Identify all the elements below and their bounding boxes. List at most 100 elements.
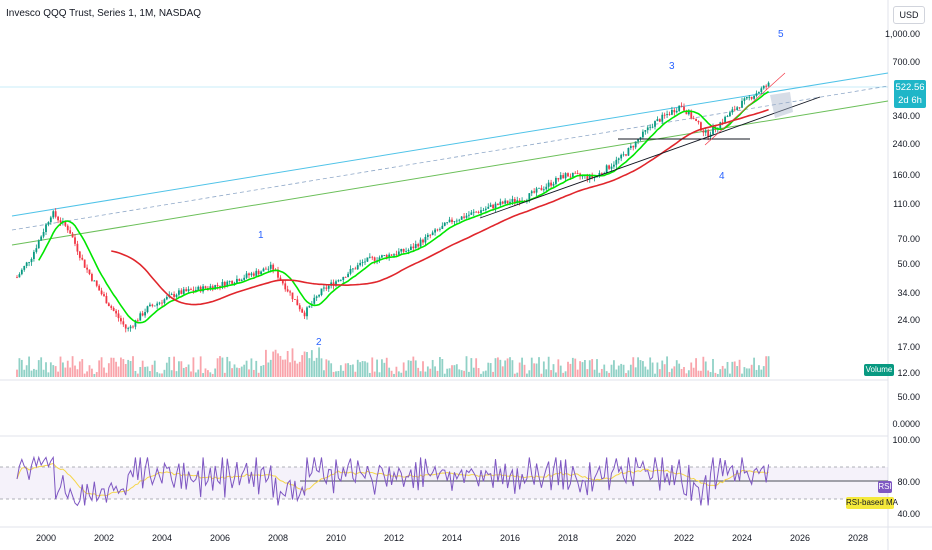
candle-body: [211, 286, 214, 290]
candle-body: [550, 182, 552, 186]
volume-bar: [134, 370, 137, 377]
volume-bar: [301, 355, 304, 377]
volume-legend-badge[interactable]: Volume: [864, 364, 894, 376]
candle-body: [277, 269, 279, 278]
time-axis-tick: 2028: [847, 533, 869, 543]
channel-lower-line: [11, 100, 889, 246]
volume-bar: [388, 367, 391, 377]
candle-body: [42, 231, 45, 237]
candle-body: [736, 107, 739, 110]
candle-body: [663, 114, 666, 116]
candle-body: [748, 96, 751, 98]
volume-bar: [610, 364, 613, 377]
volume-bar: [513, 373, 516, 377]
candle-body: [33, 251, 35, 260]
candle-body: [255, 270, 258, 276]
candle-body: [687, 111, 690, 115]
volume-bar: [535, 363, 538, 377]
volume-bar: [28, 356, 30, 377]
volume-bar: [615, 369, 618, 377]
candle-body: [204, 286, 207, 288]
candle-body: [451, 219, 453, 223]
volume-bar: [518, 362, 521, 377]
volume-bar: [707, 370, 710, 377]
price-axis-tick: 160.00: [892, 170, 920, 180]
trend-support-line: [479, 96, 821, 219]
volume-bar: [414, 360, 417, 377]
candle-body: [700, 122, 702, 131]
candle-body: [465, 215, 468, 218]
time-axis-tick: 2002: [93, 533, 115, 543]
volume-bar: [214, 368, 217, 377]
volume-bar: [482, 371, 485, 377]
volume-bar: [190, 371, 192, 377]
volume-bar: [748, 368, 751, 377]
volume-bar: [451, 365, 453, 377]
candle-body: [472, 211, 475, 213]
candle-body: [567, 173, 569, 177]
candle-body: [78, 251, 81, 258]
volume-bar: [233, 364, 236, 377]
volume-bar: [76, 369, 79, 377]
candle-body: [47, 222, 50, 225]
candle-body: [615, 159, 618, 165]
volume-bar: [354, 371, 357, 377]
volume-bar: [598, 372, 601, 377]
volume-bar: [98, 360, 101, 377]
volume-bar: [248, 369, 250, 377]
volume-bar: [576, 369, 579, 377]
volume-bar: [308, 358, 311, 377]
volume-bar: [45, 362, 47, 377]
volume-bar: [627, 370, 630, 377]
volume-bar: [238, 368, 241, 377]
candle-body: [257, 270, 260, 275]
volume-bar: [579, 361, 581, 377]
volume-bar: [697, 370, 700, 377]
volume-bar: [675, 360, 678, 377]
volume-bar: [721, 365, 724, 377]
volume-bar: [472, 367, 475, 377]
volume-bar: [194, 372, 197, 377]
candle-body: [81, 257, 84, 260]
candle-body: [332, 282, 335, 286]
volume-bar: [204, 368, 207, 377]
candle-body: [153, 305, 156, 307]
candle-body: [156, 303, 159, 306]
rsi-legend-badge[interactable]: RSI: [878, 481, 892, 493]
volume-bar: [303, 351, 306, 377]
candle-body: [214, 285, 217, 290]
candle-body: [267, 268, 270, 270]
candle-body: [359, 263, 362, 266]
candle-body: [600, 172, 603, 174]
volume-bar: [586, 369, 589, 377]
candle-body: [414, 244, 417, 249]
candle-body: [412, 246, 415, 249]
candle-body: [136, 320, 139, 322]
candle-body: [216, 285, 219, 286]
currency-button[interactable]: USD: [893, 6, 925, 24]
volume-bar: [497, 357, 499, 377]
time-axis-tick: 2004: [151, 533, 173, 543]
volume-bar: [528, 370, 531, 377]
candle-body: [127, 328, 130, 330]
candle-body: [443, 222, 446, 226]
volume-bar: [719, 369, 722, 377]
candle-body: [107, 303, 110, 307]
volume-bar: [182, 367, 185, 377]
candle-body: [675, 110, 678, 113]
rsi-ma-legend-badge[interactable]: RSI-based MA: [846, 497, 899, 509]
volume-bar: [666, 356, 668, 377]
volume-bar: [738, 359, 741, 377]
candle-body: [731, 109, 734, 113]
candle-body: [49, 217, 52, 223]
chart-title[interactable]: Invesco QQQ Trust, Series 1, 1M, NASDAQ: [6, 8, 202, 19]
volume-bar: [608, 372, 610, 377]
candle-body: [726, 116, 729, 117]
candle-body: [439, 228, 441, 230]
volume-bar: [516, 372, 519, 377]
volume-bar: [366, 362, 369, 377]
candle-body: [671, 109, 673, 115]
volume-bar: [550, 370, 552, 377]
volume-bar: [277, 353, 279, 377]
